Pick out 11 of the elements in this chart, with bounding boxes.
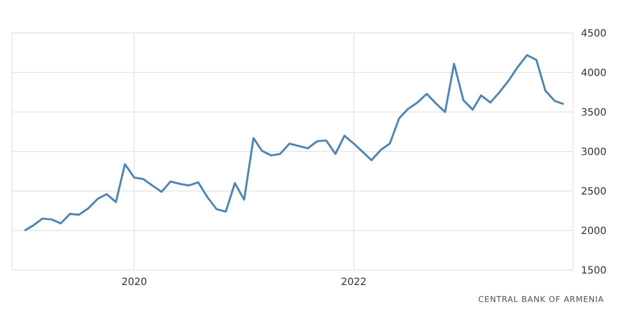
y-tick-label: 1500 [581, 266, 606, 277]
y-tick-label: 3500 [581, 108, 606, 119]
y-tick-label: 3000 [581, 147, 606, 158]
y-tick-label: 4000 [581, 68, 606, 80]
x-tick-label: 2020 [122, 277, 147, 288]
text: CENTRAL BANK OF ARMENIA [478, 295, 604, 304]
y-tick-label: 2000 [581, 226, 606, 238]
x-tick-label: 2022 [341, 277, 366, 288]
line-series [24, 54, 565, 232]
y-tick-label: 4500 [581, 28, 606, 40]
y-tick-label: 2500 [581, 186, 606, 198]
